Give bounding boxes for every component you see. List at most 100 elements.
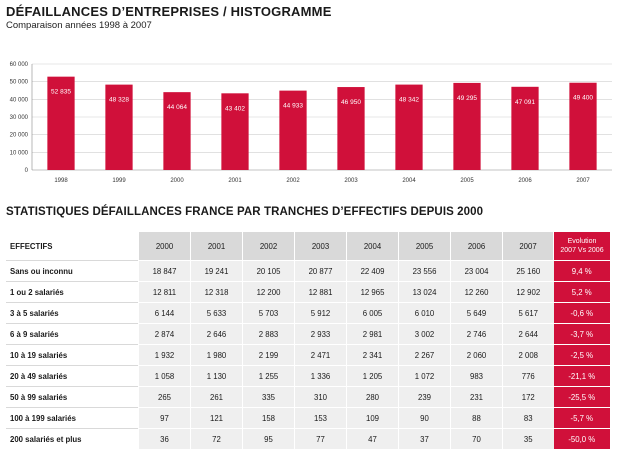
table-row: 3 à 5 salariés 6 144 5 633 5 703 5 912 6 005 6… xyxy=(6,302,610,324)
evolution-cell: 9,4 % xyxy=(553,260,610,282)
chart-title: DÉFAILLANCES D’ENTREPRISES / HISTOGRAMME xyxy=(6,4,332,19)
x-tick-label: 2006 xyxy=(518,178,532,184)
x-tick-label: 2007 xyxy=(576,178,590,184)
bar-2002 xyxy=(279,90,307,170)
bar-2004 xyxy=(395,84,423,170)
table-cell: 12 260 xyxy=(450,281,503,303)
x-tick-label: 1999 xyxy=(112,178,126,184)
table-cell: 1 980 xyxy=(190,344,243,366)
table-cell: 5 617 xyxy=(502,302,554,324)
effectifs-table: EFFECTIFS 2000 2001 2002 2003 2004 2005 … xyxy=(6,232,610,449)
table-cell: 72 xyxy=(190,428,243,449)
table-cell: 1 072 xyxy=(398,365,451,387)
table-cell: 265 xyxy=(138,386,191,408)
bar-2005 xyxy=(453,82,481,170)
evolution-cell: -0,6 % xyxy=(553,302,610,324)
row-label: 100 à 199 salariés xyxy=(6,407,139,429)
x-tick-label: 2002 xyxy=(286,178,300,184)
table-cell: 1 336 xyxy=(294,365,347,387)
table-cell: 20 105 xyxy=(242,260,295,282)
bar-value-label: 49 295 xyxy=(457,95,477,102)
year-header: 2006 xyxy=(450,232,503,261)
x-tick-label: 2003 xyxy=(344,178,358,184)
evolution-cell: -5,7 % xyxy=(553,407,610,429)
y-tick-label: 10 000 xyxy=(10,150,29,156)
bar-value-label: 46 950 xyxy=(341,99,361,106)
table-cell: 2 874 xyxy=(138,323,191,345)
table-cell: 90 xyxy=(398,407,451,429)
bar-value-label: 43 402 xyxy=(225,105,245,112)
table-cell: 13 024 xyxy=(398,281,451,303)
x-tick-label: 2005 xyxy=(460,178,474,184)
table-cell: 310 xyxy=(294,386,347,408)
evolution-cell: 5,2 % xyxy=(553,281,610,303)
y-tick-label: 50 000 xyxy=(10,80,29,86)
table-cell: 3 002 xyxy=(398,323,451,345)
table-cell: 335 xyxy=(242,386,295,408)
table-cell: 5 649 xyxy=(450,302,503,324)
bar-2003 xyxy=(337,87,365,170)
evolution-cell: -2,5 % xyxy=(553,344,610,366)
table-row: 200 salariés et plus 36 72 95 77 47 37 70 35 -50,… xyxy=(6,428,610,449)
table-cell: 12 200 xyxy=(242,281,295,303)
table-cell: 37 xyxy=(398,428,451,449)
y-tick-label: 0 xyxy=(25,168,29,174)
table-cell: 1 255 xyxy=(242,365,295,387)
table-cell: 239 xyxy=(398,386,451,408)
table-cell: 280 xyxy=(346,386,399,408)
table-cell: 2 008 xyxy=(502,344,554,366)
row-label: 6 à 9 salariés xyxy=(6,323,139,345)
table-cell: 2 267 xyxy=(398,344,451,366)
table-cell: 2 341 xyxy=(346,344,399,366)
table-cell: 12 811 xyxy=(138,281,191,303)
table-cell: 2 471 xyxy=(294,344,347,366)
x-tick-label: 2001 xyxy=(228,178,242,184)
x-tick-label: 1998 xyxy=(54,178,68,184)
table-cell: 12 881 xyxy=(294,281,347,303)
table-cell: 153 xyxy=(294,407,347,429)
table-cell: 2 646 xyxy=(190,323,243,345)
y-tick-label: 40 000 xyxy=(10,97,29,103)
table-cell: 22 409 xyxy=(346,260,399,282)
table-cell: 158 xyxy=(242,407,295,429)
table-cell: 6 005 xyxy=(346,302,399,324)
histogram-chart: 0 10 000 20 000 30 000 40 000 50 000 60 000 52 … xyxy=(10,62,612,184)
effectifs-header: EFFECTIFS xyxy=(6,232,139,261)
chart-subtitle: Comparaison années 1998 à 2007 xyxy=(6,20,152,31)
table-header-row: EFFECTIFS 2000 2001 2002 2003 2004 2005 … xyxy=(6,232,610,261)
table-cell: 23 556 xyxy=(398,260,451,282)
bar-2000 xyxy=(163,92,191,170)
table-cell: 20 877 xyxy=(294,260,347,282)
year-header: 2002 xyxy=(242,232,295,261)
bar-value-label: 52 835 xyxy=(51,89,71,96)
bar-value-label: 48 342 xyxy=(399,97,419,104)
table-cell: 6 010 xyxy=(398,302,451,324)
table-cell: 23 004 xyxy=(450,260,503,282)
table-row: 6 à 9 salariés 2 874 2 646 2 883 2 933 2 981 3… xyxy=(6,323,610,345)
table-cell: 95 xyxy=(242,428,295,449)
row-label: 20 à 49 salariés xyxy=(6,365,139,387)
table-section-title: STATISTIQUES DÉFAILLANCES FRANCE PAR TRA… xyxy=(6,206,484,218)
table-cell: 1 205 xyxy=(346,365,399,387)
x-tick-label: 2000 xyxy=(170,178,184,184)
table-cell: 776 xyxy=(502,365,554,387)
table-cell: 983 xyxy=(450,365,503,387)
year-header: 2004 xyxy=(346,232,399,261)
table-cell: 2 746 xyxy=(450,323,503,345)
evolution-header-line2: 2007 Vs 2006 xyxy=(560,247,604,254)
evolution-cell: -21,1 % xyxy=(553,365,610,387)
evolution-header-line1: Evolution xyxy=(567,238,597,245)
table-cell: 6 144 xyxy=(138,302,191,324)
year-header: 2003 xyxy=(294,232,347,261)
bar-value-label: 48 328 xyxy=(109,97,129,104)
table-cell: 2 644 xyxy=(502,323,554,345)
evolution-cell: -25,5 % xyxy=(553,386,610,408)
table-cell: 2 883 xyxy=(242,323,295,345)
table-cell: 12 965 xyxy=(346,281,399,303)
year-header: 2001 xyxy=(190,232,243,261)
table-row: 10 à 19 salariés 1 932 1 980 2 199 2 471 2 34… xyxy=(6,344,610,366)
table-cell: 109 xyxy=(346,407,399,429)
table-cell: 1 058 xyxy=(138,365,191,387)
table-cell: 12 318 xyxy=(190,281,243,303)
table-cell: 231 xyxy=(450,386,503,408)
